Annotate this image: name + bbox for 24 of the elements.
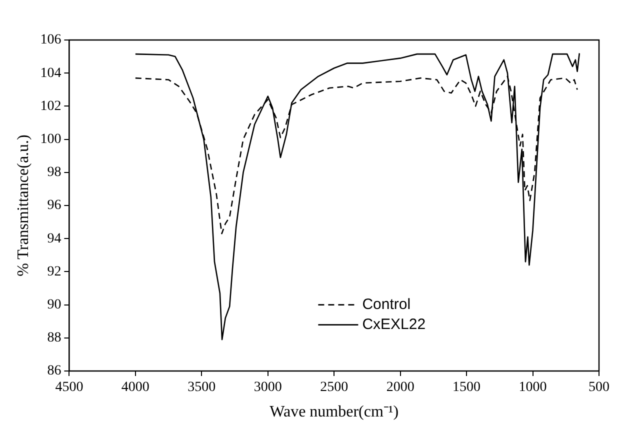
x-tick-label: 1500 — [452, 380, 481, 396]
y-tick-label: 90 — [47, 297, 62, 312]
x-tick-label: 500 — [588, 380, 610, 396]
x-tick-label: 2000 — [386, 380, 414, 396]
x-tick-label: 3500 — [188, 380, 216, 396]
y-tick-label: 104 — [40, 66, 62, 81]
legend-label: CxEXL22 — [362, 316, 426, 333]
x-tick-label: 3000 — [254, 380, 282, 396]
x-tick-label: 1000 — [518, 380, 547, 396]
x-tick-label: 4000 — [121, 380, 150, 396]
y-tick-label: 88 — [47, 330, 62, 346]
y-tick-label: 92 — [47, 264, 62, 280]
y-tick-label: 102 — [40, 98, 62, 114]
y-tick-label: 106 — [40, 32, 62, 48]
y-tick-label: 94 — [47, 231, 62, 246]
y-tick-label: 86 — [47, 364, 62, 379]
legend-label: Control — [362, 296, 411, 313]
x-tick-label: 2500 — [320, 380, 348, 396]
x-axis-title: Wave number(cm⁻¹) — [270, 404, 399, 421]
y-axis-title: % Transmittance(a.u.) — [14, 134, 32, 276]
y-tick-label: 98 — [47, 165, 62, 180]
x-tick-label: 4500 — [55, 380, 84, 396]
y-tick-label: 96 — [47, 198, 62, 214]
y-tick-label: 100 — [40, 132, 62, 147]
